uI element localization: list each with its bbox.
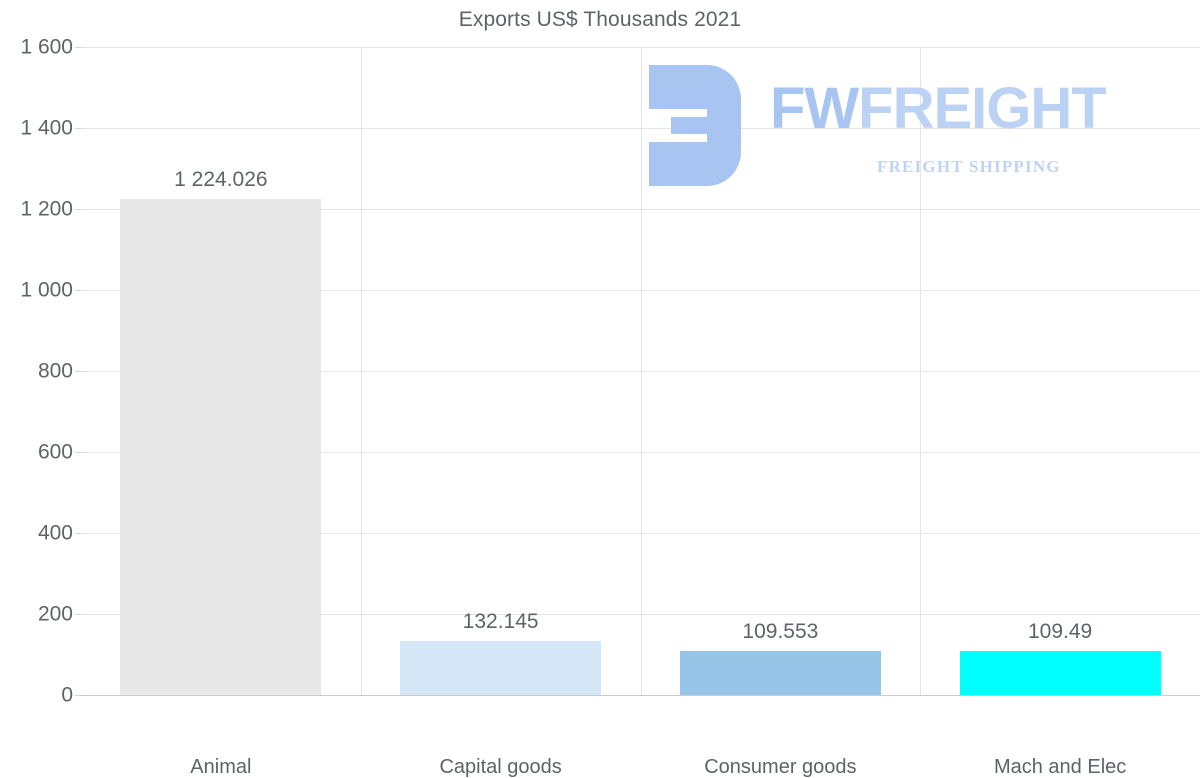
- y-axis-tick: [75, 695, 81, 696]
- y-axis-tick-label: 1 600: [20, 35, 73, 59]
- x-axis-tick-label: Consumer goods: [704, 756, 857, 778]
- gridline: [81, 614, 1200, 615]
- gridline: [81, 290, 1200, 291]
- bar-value-label: 1 224.026: [174, 168, 268, 192]
- y-axis-tick: [75, 452, 81, 453]
- y-axis-tick: [75, 371, 81, 372]
- x-axis-line: [81, 695, 1200, 696]
- y-axis-tick-label: 200: [37, 602, 73, 626]
- gridline: [81, 371, 1200, 372]
- y-axis-tick: [75, 290, 81, 291]
- y-axis-tick: [75, 209, 81, 210]
- y-axis-tick: [75, 47, 81, 48]
- x-axis-tick-label: Capital goods: [439, 756, 562, 778]
- chart-title: Exports US$ Thousands 2021: [458, 8, 742, 31]
- bar[interactable]: [400, 641, 602, 695]
- y-axis-tick-label: 800: [37, 359, 73, 383]
- y-axis-tick-label: 1 000: [20, 278, 73, 302]
- y-axis-tick: [75, 614, 81, 615]
- gridline: [81, 128, 1200, 129]
- bar[interactable]: [959, 650, 1161, 695]
- y-axis-tick-label: 400: [37, 521, 73, 545]
- y-axis-tick-label: 600: [37, 440, 73, 464]
- gridline: [641, 47, 642, 695]
- gridline: [81, 533, 1200, 534]
- y-axis-tick-label: 1 200: [20, 197, 73, 221]
- bar-value-label: 109.553: [742, 619, 819, 643]
- x-axis-tick-label: Mach and Elec: [993, 756, 1127, 778]
- gridline: [361, 47, 362, 695]
- plot-area: 1 224.026 132.145 109.553 109.49 Animal Capi…: [75, 47, 1200, 777]
- bar[interactable]: [679, 650, 881, 695]
- gridline: [920, 47, 921, 695]
- gridline: [81, 452, 1200, 453]
- bar-value-label: 109.49: [1028, 619, 1093, 643]
- y-axis-tick-label: 0: [61, 683, 73, 707]
- x-axis-tick-label: Animal: [190, 756, 252, 778]
- bar[interactable]: [120, 199, 322, 695]
- y-axis-tick: [75, 533, 81, 534]
- y-axis-tick: [75, 128, 81, 129]
- gridline: [81, 209, 1200, 210]
- y-axis-tick-label: 1 400: [20, 116, 73, 140]
- bar-value-label: 132.145: [462, 610, 539, 634]
- gridline: [81, 47, 1200, 48]
